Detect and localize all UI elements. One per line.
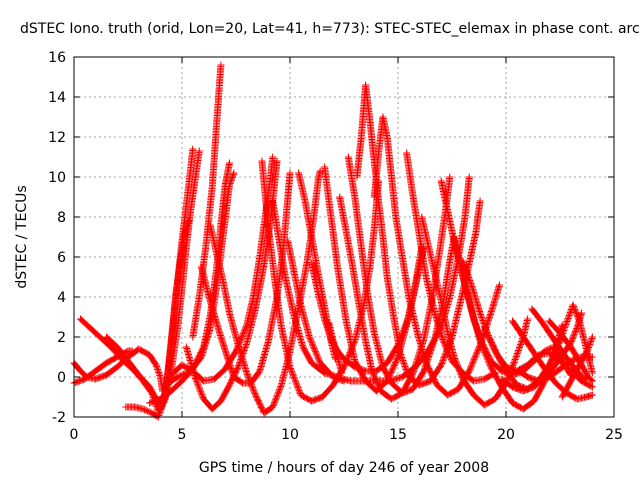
data-arc-35 xyxy=(498,309,586,395)
plus-markers xyxy=(353,81,484,389)
plus-markers xyxy=(161,169,238,389)
data-arc-18 xyxy=(321,163,426,395)
plus-markers xyxy=(321,163,426,395)
data-arc-23 xyxy=(370,113,503,399)
data-arc-12 xyxy=(206,167,324,417)
data-arc-10 xyxy=(189,61,225,341)
plus-markers xyxy=(498,309,586,395)
x-axis-label: GPS time / hours of day 246 of year 2008 xyxy=(199,460,489,476)
x-tick-label: 15 xyxy=(389,427,407,443)
y-tick-label: 2 xyxy=(57,330,66,346)
data-arc-22 xyxy=(353,81,484,389)
y-tick-label: 14 xyxy=(48,90,66,106)
x-tick-label: 10 xyxy=(281,427,299,443)
data-arc-8 xyxy=(161,169,238,389)
plus-markers xyxy=(284,237,348,385)
data-arc-14 xyxy=(269,173,473,385)
data-arc-24 xyxy=(403,149,499,385)
y-tick-label: 12 xyxy=(48,130,66,146)
data-arc-5 xyxy=(122,217,192,421)
plus-markers xyxy=(403,149,499,385)
y-tick-label: 6 xyxy=(57,250,66,266)
plus-markers xyxy=(370,113,503,399)
x-tick-label: 0 xyxy=(70,427,79,443)
y-tick-label: 10 xyxy=(48,170,66,186)
y-tick-label: 16 xyxy=(48,50,66,66)
x-tick-label: 5 xyxy=(178,427,187,443)
data-arc-15 xyxy=(284,237,348,385)
plot-data xyxy=(70,61,596,421)
plus-markers xyxy=(206,167,324,417)
y-tick-label: 8 xyxy=(57,210,66,226)
data-arc-19 xyxy=(325,319,346,377)
x-tick-label: 20 xyxy=(497,427,515,443)
x-tick-label: 25 xyxy=(605,427,623,443)
plus-markers xyxy=(122,217,192,421)
y-tick-label: -2 xyxy=(52,410,66,426)
plus-markers xyxy=(189,61,225,341)
plus-markers xyxy=(325,319,346,377)
chart-title: dSTEC Iono. truth (orid, Lon=20, Lat=41,… xyxy=(20,21,640,37)
plus-markers xyxy=(269,173,473,385)
y-axis-label: dSTEC / TECUs xyxy=(14,185,30,288)
y-tick-label: 4 xyxy=(57,290,66,306)
y-tick-label: 0 xyxy=(57,370,66,386)
plot-frame xyxy=(73,56,615,418)
